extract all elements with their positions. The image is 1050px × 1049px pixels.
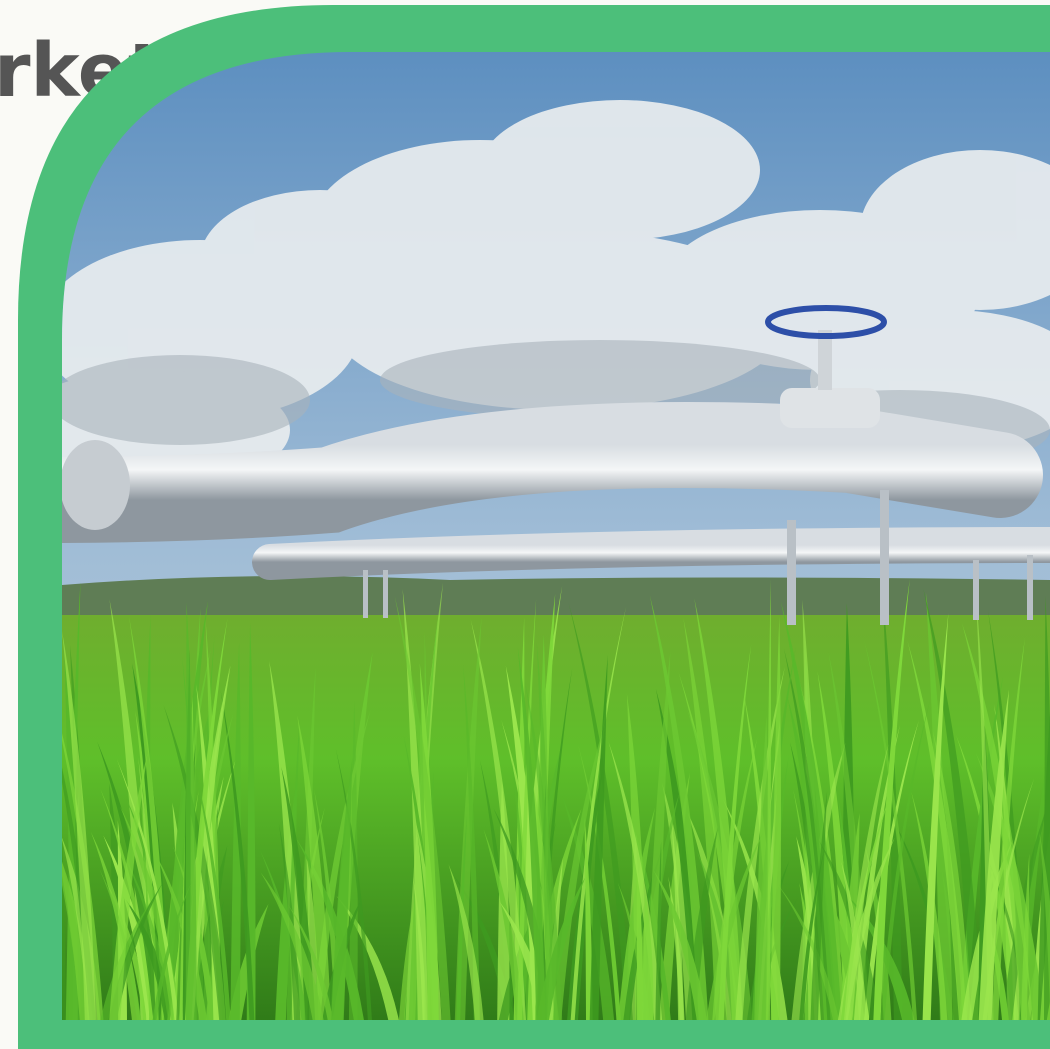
photo — [62, 52, 1050, 1020]
grass-blade — [525, 683, 563, 1020]
grass-blade — [589, 654, 608, 1020]
grass-blade — [106, 882, 151, 1020]
grass-blade — [108, 752, 148, 1020]
grass-blade — [978, 689, 1010, 1020]
grass-blade — [636, 856, 644, 1020]
grass-blade — [288, 904, 335, 1020]
grass-blade — [882, 590, 903, 1020]
grass-blade — [62, 744, 67, 1020]
grass-blade — [810, 791, 828, 1020]
grass-blade — [497, 880, 555, 1020]
grass-blade — [163, 705, 229, 1020]
grass-blade — [230, 642, 241, 1020]
grass-blade — [517, 598, 537, 1020]
grass-blade — [780, 601, 843, 1020]
grass-blade — [62, 694, 104, 1020]
grass-blade — [260, 872, 325, 1020]
grass-blade — [570, 606, 627, 1020]
grass-blade — [535, 877, 586, 1020]
grass-blade — [552, 714, 608, 1020]
grass-blade — [463, 665, 480, 1020]
grass-blade — [616, 778, 672, 1020]
grass-blade — [483, 829, 525, 1020]
grass-blade — [683, 618, 728, 1020]
grass-blade — [220, 690, 255, 1020]
grass-blade — [295, 837, 365, 1020]
grass-blade — [840, 790, 892, 1020]
grass-blade — [923, 588, 984, 1020]
grass-blade — [653, 869, 708, 1020]
grass-blade — [100, 788, 156, 1020]
grass-blade — [622, 844, 664, 1020]
grass-blade — [562, 795, 615, 1020]
grass-blade — [655, 688, 704, 1020]
grass-blade — [642, 893, 654, 1020]
grass-blade — [734, 666, 785, 1020]
grass-blade — [863, 638, 918, 1020]
grass-blade — [103, 835, 158, 1020]
grass-blade — [90, 831, 142, 1020]
grass-blade — [97, 741, 163, 1020]
grass-blade — [907, 640, 968, 1020]
grass-blade — [122, 852, 175, 1020]
grass-blade — [718, 643, 752, 1020]
grass-blade — [696, 849, 741, 1020]
grass-blade — [394, 595, 451, 1020]
grass-blade — [783, 648, 836, 1020]
pipeline — [62, 305, 1050, 625]
grass-blade — [819, 840, 882, 1020]
grass-blade — [770, 616, 781, 1020]
grass-blade — [754, 715, 768, 1020]
grass-blade — [846, 894, 916, 1020]
grass-blade — [991, 637, 1025, 1020]
grass-blade — [577, 744, 622, 1020]
grass-blade — [798, 848, 825, 1020]
grass-blade — [961, 622, 1034, 1020]
grass-blade — [259, 850, 308, 1020]
grass-blade — [843, 743, 889, 1020]
grass-blade — [1039, 832, 1050, 1020]
grass-blade — [873, 579, 910, 1020]
grass-blade — [246, 622, 256, 1020]
grass-blade — [456, 815, 467, 1020]
grass-blade — [151, 880, 193, 1020]
grass-blade — [336, 895, 400, 1020]
grass-blade — [185, 602, 197, 1020]
grass-blade — [517, 647, 546, 1020]
grass-blade — [1018, 641, 1050, 1020]
treeline — [62, 576, 1050, 620]
grass-blade — [649, 595, 709, 1020]
grass-blade — [297, 715, 332, 1020]
grass-blade — [911, 791, 948, 1020]
grass-blade — [99, 868, 142, 1020]
grass-blade — [193, 761, 232, 1020]
grass-blade — [448, 864, 485, 1020]
grass-blades — [62, 579, 1050, 1020]
grass-blade — [330, 757, 353, 1020]
grass-blade — [584, 817, 593, 1020]
grass-blade — [62, 792, 91, 1020]
grass-blade — [119, 805, 182, 1020]
grass-blade — [125, 899, 177, 1020]
grass-blade — [172, 846, 217, 1020]
grass-blade — [335, 749, 373, 1020]
grass-blade — [348, 700, 358, 1020]
grass-blade — [922, 613, 949, 1020]
grass-blade — [116, 759, 180, 1020]
grass-blade — [777, 884, 841, 1020]
grass-blade — [655, 841, 662, 1020]
grass-blade — [879, 700, 931, 1020]
grass-blade — [62, 630, 96, 1020]
